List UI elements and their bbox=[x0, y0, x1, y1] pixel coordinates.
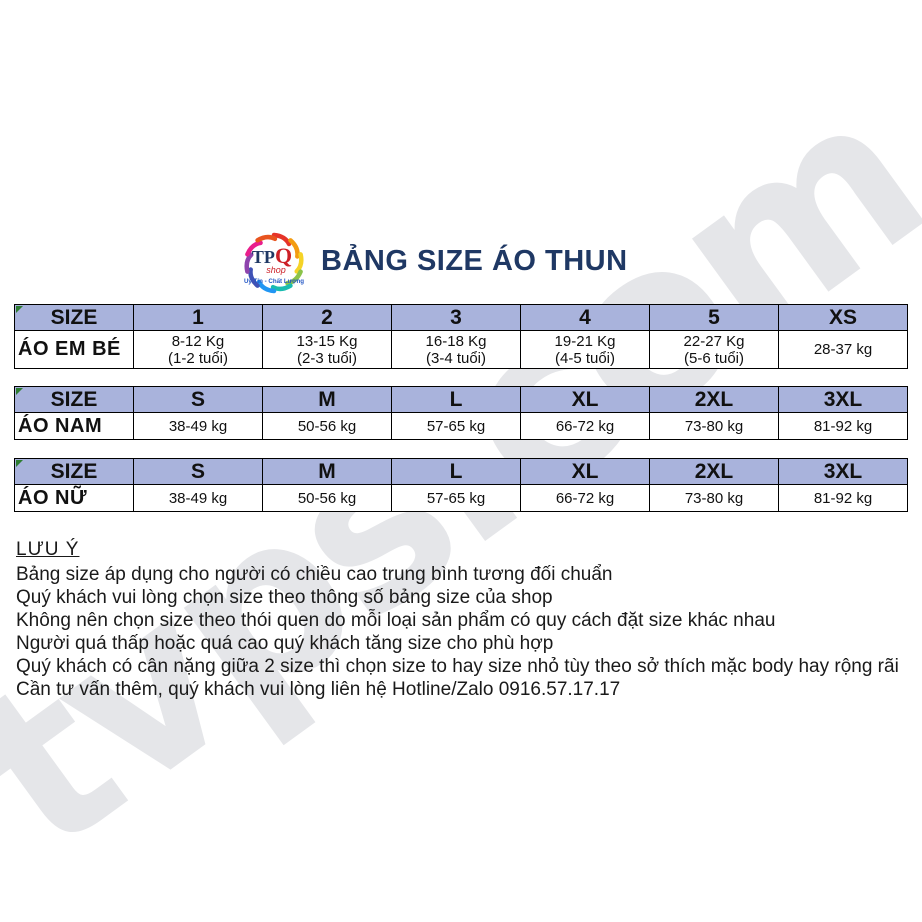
weight-cell: 81-92 kg bbox=[778, 485, 907, 511]
size-table-men: SIZE S M L XL 2XL 3XL ÁO NAM 38-49 kg 50… bbox=[14, 386, 908, 440]
header-cell: 3 bbox=[391, 305, 520, 330]
table-header-row: SIZE 1 2 3 4 5 XS bbox=[15, 305, 907, 331]
table-data-row: ÁO EM BÉ 8-12 Kg (1-2 tuổi) 13-15 Kg (2-… bbox=[15, 331, 907, 368]
weight-cell: 66-72 kg bbox=[520, 485, 649, 511]
weight-cell: 19-21 Kg (4-5 tuổi) bbox=[520, 331, 649, 368]
row-label: ÁO EM BÉ bbox=[18, 338, 121, 360]
age-range: (4-5 tuổi) bbox=[554, 349, 616, 367]
note-line: Không nên chọn size theo thói quen do mỗ… bbox=[16, 610, 776, 631]
note-line: Quý khách có cân nặng giữa 2 size thì ch… bbox=[16, 656, 899, 677]
header-cell: 1 bbox=[133, 305, 262, 330]
header-cell: XL bbox=[520, 459, 649, 484]
header-cell: 4 bbox=[520, 305, 649, 330]
logo-shop-label: shop bbox=[266, 265, 286, 275]
note-line: Quý khách vui lòng chọn size theo thông … bbox=[16, 587, 553, 608]
weight-cell: 57-65 kg bbox=[391, 413, 520, 439]
weight-cell: 28-37 kg bbox=[778, 331, 907, 368]
age-range: (1-2 tuổi) bbox=[167, 349, 229, 367]
header-cell: 3XL bbox=[778, 459, 907, 484]
header-cell: S bbox=[133, 459, 262, 484]
weight-range: 22-27 Kg bbox=[683, 332, 745, 350]
header-cell: 2XL bbox=[649, 459, 778, 484]
weight-cell: 81-92 kg bbox=[778, 413, 907, 439]
weight-cell: 38-49 kg bbox=[133, 413, 262, 439]
table-header-row: SIZE S M L XL 2XL 3XL bbox=[15, 459, 907, 485]
age-range: (5-6 tuổi) bbox=[683, 349, 745, 367]
header-cell: XS bbox=[778, 305, 907, 330]
weight-range: 19-21 Kg bbox=[554, 332, 616, 350]
size-table-baby: SIZE 1 2 3 4 5 XS ÁO EM BÉ 8-12 Kg (1-2 … bbox=[14, 304, 908, 369]
age-range: (3-4 tuổi) bbox=[425, 349, 487, 367]
note-line: Bảng size áp dụng cho người có chiều cao… bbox=[16, 564, 613, 585]
header-cell: XL bbox=[520, 387, 649, 412]
weight-cell: 73-80 kg bbox=[649, 413, 778, 439]
weight-cell: 38-49 kg bbox=[133, 485, 262, 511]
weight-range: 28-37 kg bbox=[813, 341, 873, 358]
weight-cell: 50-56 kg bbox=[262, 413, 391, 439]
cell-corner-marker bbox=[16, 460, 23, 467]
header-cell-size: SIZE bbox=[50, 459, 98, 483]
weight-cell: 66-72 kg bbox=[520, 413, 649, 439]
note-line: Người quá thấp hoặc quá cao quý khách tă… bbox=[16, 633, 554, 654]
cell-corner-marker bbox=[16, 388, 23, 395]
weight-range: 8-12 Kg bbox=[171, 332, 225, 350]
table-data-row: ÁO NỮ 38-49 kg 50-56 kg 57-65 kg 66-72 k… bbox=[15, 485, 907, 511]
age-range: (2-3 tuổi) bbox=[296, 349, 358, 367]
header-cell-size: SIZE bbox=[50, 387, 98, 411]
logo-tagline: Uy Tín - Chất Lượng bbox=[244, 278, 304, 285]
header-cell: 2 bbox=[262, 305, 391, 330]
note-line: Cần tư vấn thêm, quý khách vui lòng liên… bbox=[16, 679, 621, 700]
weight-cell: 73-80 kg bbox=[649, 485, 778, 511]
page-title: BẢNG SIZE ÁO THUN bbox=[321, 245, 628, 277]
row-label: ÁO NAM bbox=[18, 414, 103, 437]
header-cell: L bbox=[391, 387, 520, 412]
shop-logo: TPQ shop Uy Tín - Chất Lượng bbox=[244, 232, 304, 294]
weight-cell: 22-27 Kg (5-6 tuổi) bbox=[649, 331, 778, 368]
weight-cell: 16-18 Kg (3-4 tuổi) bbox=[391, 331, 520, 368]
weight-cell: 50-56 kg bbox=[262, 485, 391, 511]
header-cell: M bbox=[262, 459, 391, 484]
header-cell: 5 bbox=[649, 305, 778, 330]
weight-cell: 8-12 Kg (1-2 tuổi) bbox=[133, 331, 262, 368]
notes-section: LƯU Ý Bảng size áp dụng cho người có chi… bbox=[16, 538, 899, 701]
weight-range: 13-15 Kg bbox=[296, 332, 358, 350]
table-header-row: SIZE S M L XL 2XL 3XL bbox=[15, 387, 907, 413]
table-data-row: ÁO NAM 38-49 kg 50-56 kg 57-65 kg 66-72 … bbox=[15, 413, 907, 439]
header-cell-size: SIZE bbox=[50, 305, 98, 329]
cell-corner-marker bbox=[16, 306, 23, 313]
header-cell: 2XL bbox=[649, 387, 778, 412]
logo-wreath-icon bbox=[244, 232, 304, 294]
weight-range: 16-18 Kg bbox=[425, 332, 487, 350]
row-label: ÁO NỮ bbox=[18, 486, 88, 509]
size-table-women: SIZE S M L XL 2XL 3XL ÁO NỮ 38-49 kg 50-… bbox=[14, 458, 908, 512]
weight-cell: 57-65 kg bbox=[391, 485, 520, 511]
notes-heading: LƯU Ý bbox=[16, 539, 80, 560]
header-cell: L bbox=[391, 459, 520, 484]
header-cell: M bbox=[262, 387, 391, 412]
header-cell: S bbox=[133, 387, 262, 412]
weight-cell: 13-15 Kg (2-3 tuổi) bbox=[262, 331, 391, 368]
header-cell: 3XL bbox=[778, 387, 907, 412]
logo-text: TPQ bbox=[252, 243, 292, 268]
